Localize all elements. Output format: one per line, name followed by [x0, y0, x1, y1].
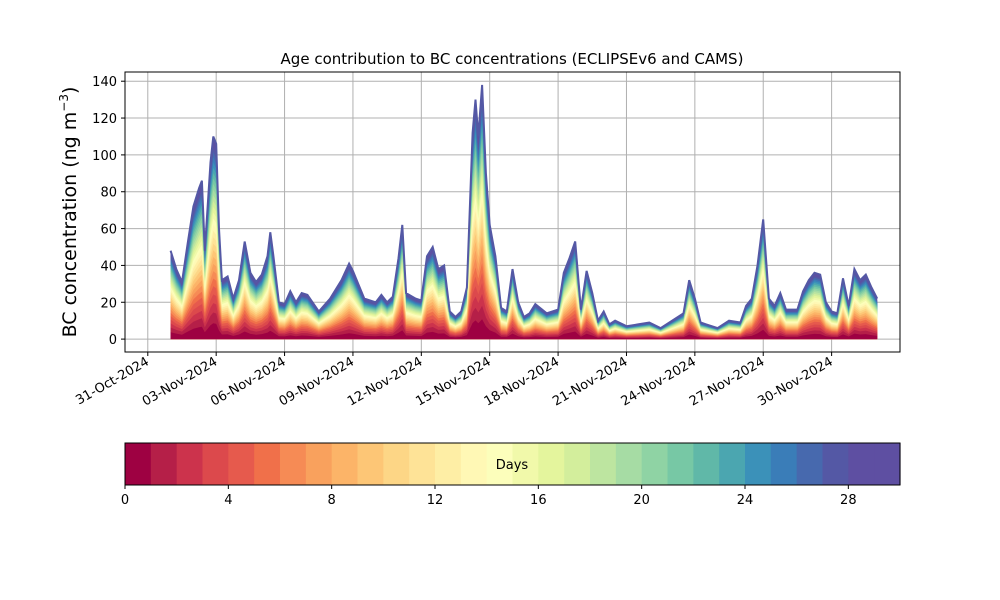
x-tick-label: 06-Nov-2024 — [208, 354, 288, 409]
colorbar — [125, 443, 901, 485]
x-axis-ticks: 31-Oct-202403-Nov-202406-Nov-202409-Nov-… — [73, 352, 836, 409]
colorbar-swatch-5 — [254, 443, 281, 485]
colorbar-swatch-0 — [125, 443, 152, 485]
colorbar-swatch-22 — [693, 443, 720, 485]
colorbar-swatch-8 — [331, 443, 359, 485]
colorbar-swatch-25 — [770, 443, 798, 485]
colorbar-tick-label: 4 — [224, 493, 232, 508]
x-tick-label: 21-Nov-2024 — [550, 354, 630, 409]
colorbar-swatch-1 — [150, 443, 178, 485]
colorbar-swatch-6 — [280, 443, 307, 485]
colorbar-tick-label: 12 — [427, 493, 444, 508]
x-tick-label: 18-Nov-2024 — [482, 354, 562, 409]
y-tick-label: 120 — [92, 112, 117, 127]
colorbar-ticks: 0 4 8 12 16 20 24 28 — [121, 485, 857, 508]
colorbar-tick-label: 24 — [737, 493, 754, 508]
plot-frame — [124, 71, 901, 353]
colorbar-tick-label: 16 — [530, 493, 547, 508]
colorbar-swatch-15 — [512, 443, 539, 485]
colorbar-swatch-3 — [202, 443, 229, 485]
colorbar-swatch-11 — [409, 443, 436, 485]
colorbar-frame — [124, 442, 901, 486]
colorbar-swatch-4 — [228, 443, 255, 485]
x-tick-label: 12-Nov-2024 — [345, 354, 425, 409]
colorbar-swatch-9 — [357, 443, 384, 485]
colorbar-swatch-29 — [874, 443, 901, 485]
stacked-age-areas — [170, 84, 878, 340]
y-axis-ticks: 0 20 40 60 80 100 120 140 — [92, 75, 125, 348]
colorbar-tick-label: 8 — [328, 493, 336, 508]
age-band-4 — [170, 272, 878, 340]
total-line — [169, 84, 879, 330]
y-axis-label-main: BC concentration (ng m — [59, 112, 81, 338]
y-tick-label: 100 — [92, 149, 117, 164]
y-tick-label: 60 — [100, 223, 117, 238]
colorbar-tick-label: 0 — [121, 493, 129, 508]
colorbar-swatch-19 — [615, 443, 643, 485]
colorbar-swatch-28 — [848, 443, 875, 485]
age-band-1 — [170, 305, 878, 340]
colorbar-swatch-17 — [564, 443, 591, 485]
colorbar-swatch-12 — [435, 443, 462, 485]
colorbar-swatch-27 — [822, 443, 849, 485]
x-tick-label: 15-Nov-2024 — [413, 354, 493, 409]
x-tick-label: 30-Nov-2024 — [755, 354, 835, 409]
colorbar-swatch-2 — [176, 443, 204, 485]
y-tick-label: 0 — [109, 333, 117, 348]
y-tick-label: 140 — [92, 75, 117, 90]
y-tick-label: 20 — [100, 296, 117, 311]
y-axis-label: BC concentration (ng m−3) — [57, 87, 81, 338]
colorbar-swatch-21 — [667, 443, 694, 485]
colorbar-tick-label: 20 — [633, 493, 650, 508]
y-axis-label-superscript: −3 — [57, 94, 71, 112]
y-tick-label: 40 — [100, 259, 117, 274]
total-concentration-line — [169, 84, 879, 330]
colorbar-swatch-23 — [719, 443, 746, 485]
x-tick-label: 24-Nov-2024 — [619, 354, 699, 409]
age-band-2 — [170, 293, 878, 340]
colorbar-swatch-26 — [796, 443, 824, 485]
colorbar-swatch-13 — [460, 443, 488, 485]
y-axis-label-close: ) — [59, 87, 81, 94]
colorbar-label: Days — [496, 458, 529, 473]
age-band-3 — [170, 283, 878, 340]
colorbar-tick-label: 28 — [840, 493, 857, 508]
x-tick-label: 27-Nov-2024 — [687, 354, 767, 409]
colorbar-swatch-18 — [590, 443, 617, 485]
colorbar-swatch-7 — [305, 443, 333, 485]
colorbar-swatch-20 — [641, 443, 669, 485]
chart-title: Age contribution to BC concentrations (E… — [281, 50, 744, 68]
x-tick-label: 09-Nov-2024 — [277, 354, 357, 409]
colorbar-swatch-16 — [538, 443, 565, 485]
colorbar-swatch-10 — [383, 443, 410, 485]
x-tick-label: 31-Oct-2024 — [73, 354, 151, 408]
age-band-5 — [170, 263, 878, 340]
age-band-0 — [170, 319, 878, 340]
colorbar-swatch-14 — [486, 443, 514, 485]
y-tick-label: 80 — [100, 186, 117, 201]
x-tick-label: 03-Nov-2024 — [140, 354, 220, 409]
colorbar-swatch-24 — [745, 443, 772, 485]
